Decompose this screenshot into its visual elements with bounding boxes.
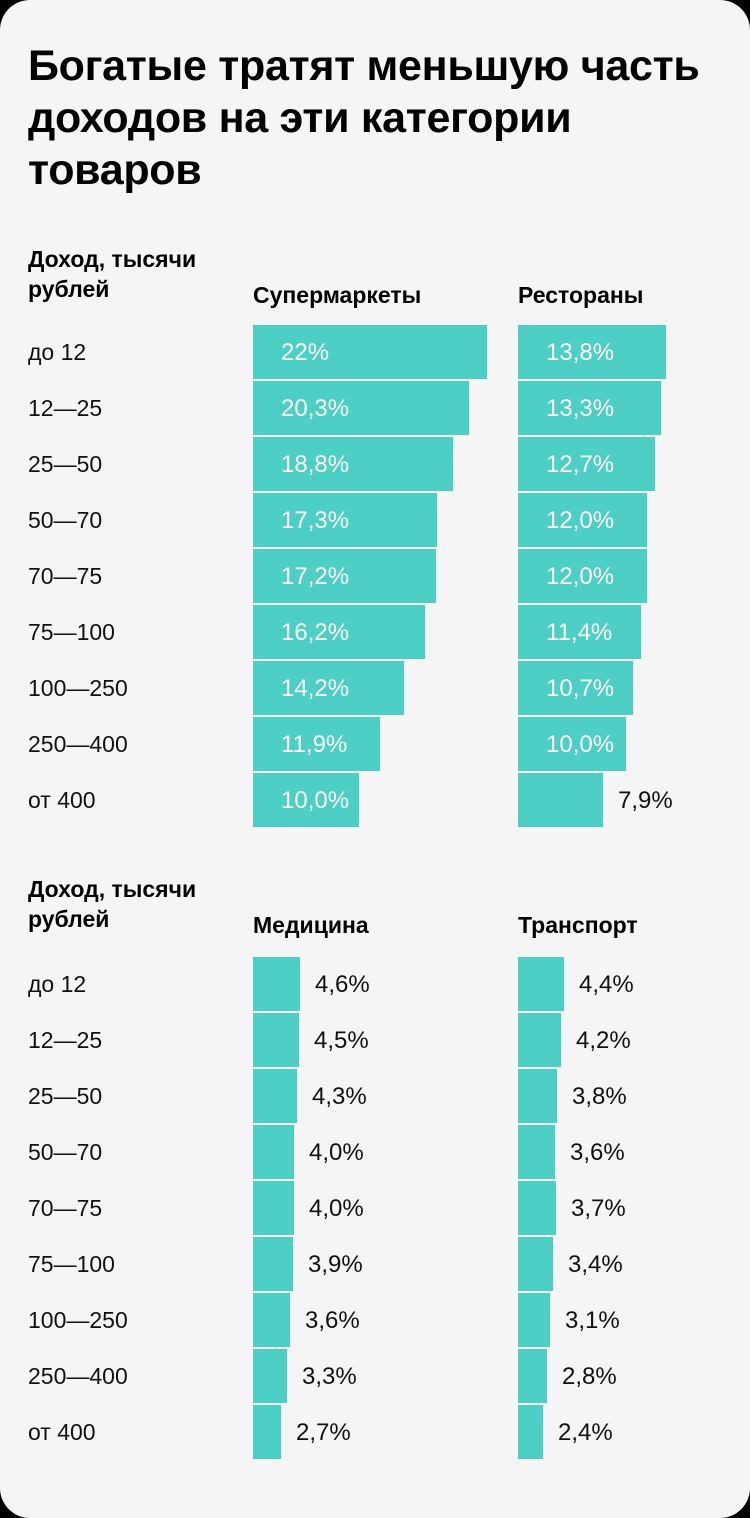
bar-0-0-7 (253, 717, 380, 771)
series-title-transport: Транспорт (518, 912, 638, 938)
income-axis-label-top: Доход, тысячи рублей (28, 246, 197, 302)
data-label: 11,9% (281, 731, 348, 758)
data-label: 4,0% (309, 1139, 364, 1166)
bar-0-0-1 (253, 381, 469, 435)
data-label: 10,7% (546, 675, 615, 702)
bar-1-0-6 (253, 1293, 290, 1347)
category-label: 25—50 (28, 451, 103, 477)
data-label: 12,0% (546, 563, 615, 590)
category-label: до 12 (28, 971, 87, 997)
data-label: 12,7% (546, 451, 615, 478)
data-label: 14,2% (281, 675, 350, 702)
data-label: 10,0% (281, 787, 350, 814)
data-label: 4,5% (314, 1027, 369, 1054)
data-label: 3,6% (570, 1139, 625, 1166)
data-label: 2,8% (562, 1363, 617, 1390)
category-label: 70—75 (28, 1195, 103, 1221)
bar-0-0-8 (253, 773, 359, 827)
data-label: 3,6% (305, 1307, 360, 1334)
bar-1-0-0 (253, 957, 300, 1011)
income-axis-label-bottom: Доход, тысячи рублей (28, 876, 197, 932)
bar-1-0-2 (253, 1069, 297, 1123)
bar-0-1-7 (518, 717, 626, 771)
bar-0-0-3 (253, 493, 437, 547)
bar-0-0-0 (253, 325, 487, 379)
category-label: 50—70 (28, 507, 103, 533)
bar-0-1-2 (518, 437, 655, 491)
category-label: 70—75 (28, 563, 103, 589)
bar-1-0-5 (253, 1237, 293, 1291)
category-label: 50—70 (28, 1139, 103, 1165)
bar-0-1-4 (518, 549, 647, 603)
data-label: 12,0% (546, 507, 615, 534)
bar-1-1-8 (518, 1405, 543, 1459)
bar-0-0-5 (253, 605, 425, 659)
bar-1-1-6 (518, 1293, 550, 1347)
data-label: 4,0% (309, 1195, 364, 1222)
category-label: 75—100 (28, 619, 115, 645)
data-label: 2,4% (558, 1419, 613, 1446)
data-label: 4,2% (576, 1027, 631, 1054)
data-label: 4,6% (315, 971, 370, 998)
category-label: от 400 (28, 1419, 96, 1445)
bar-1-0-8 (253, 1405, 281, 1459)
bar-1-1-5 (518, 1237, 553, 1291)
data-label: 3,7% (571, 1195, 626, 1222)
data-label: 3,8% (572, 1083, 627, 1110)
data-label: 2,7% (296, 1419, 351, 1446)
bar-0-1-0 (518, 325, 666, 379)
bar-1-0-3 (253, 1125, 294, 1179)
bar-1-0-7 (253, 1349, 287, 1403)
bar-0-1-8 (518, 773, 603, 827)
bar-1-1-0 (518, 957, 564, 1011)
bar-0-1-3 (518, 493, 647, 547)
data-label: 3,9% (308, 1251, 363, 1278)
bar-0-1-6 (518, 661, 633, 715)
category-label: 250—400 (28, 731, 128, 757)
data-label: 13,3% (546, 395, 615, 422)
data-label: 3,4% (568, 1251, 623, 1278)
data-label: 10,0% (546, 731, 615, 758)
data-label: 17,2% (281, 563, 350, 590)
data-label: 18,8% (281, 451, 350, 478)
category-label: от 400 (28, 787, 96, 813)
bar-0-1-5 (518, 605, 641, 659)
data-label: 3,3% (302, 1363, 357, 1390)
data-label: 3,1% (565, 1307, 620, 1334)
data-label: 4,3% (312, 1083, 367, 1110)
series-title-restaurants: Рестораны (518, 282, 644, 308)
data-label: 11,4% (546, 619, 613, 646)
data-label: 20,3% (281, 395, 350, 422)
chart-title: Богатые тратят меньшую часть доходов на … (28, 42, 700, 194)
category-label: 75—100 (28, 1251, 115, 1277)
category-label: 100—250 (28, 1307, 128, 1333)
data-label: 4,4% (579, 971, 634, 998)
data-label: 17,3% (281, 507, 350, 534)
bar-0-1-1 (518, 381, 661, 435)
category-label: 25—50 (28, 1083, 103, 1109)
category-label: 12—25 (28, 395, 103, 421)
category-label: до 12 (28, 339, 87, 365)
bar-1-0-4 (253, 1181, 294, 1235)
series-title-supermarkets: Супермаркеты (253, 282, 422, 308)
bar-0-0-4 (253, 549, 436, 603)
bar-1-1-2 (518, 1069, 557, 1123)
category-label: 250—400 (28, 1363, 128, 1389)
data-label: 16,2% (281, 619, 350, 646)
data-label: 22% (281, 339, 330, 366)
category-label: 12—25 (28, 1027, 103, 1053)
bar-1-0-1 (253, 1013, 299, 1067)
bar-1-1-4 (518, 1181, 556, 1235)
bar-1-1-1 (518, 1013, 561, 1067)
bar-0-0-6 (253, 661, 404, 715)
bar-1-1-7 (518, 1349, 547, 1403)
data-label: 13,8% (546, 339, 615, 366)
category-label: 100—250 (28, 675, 128, 701)
bar-1-1-3 (518, 1125, 555, 1179)
data-label: 7,9% (618, 787, 673, 814)
bar-0-0-2 (253, 437, 453, 491)
series-title-medicine: Медицина (253, 912, 369, 938)
